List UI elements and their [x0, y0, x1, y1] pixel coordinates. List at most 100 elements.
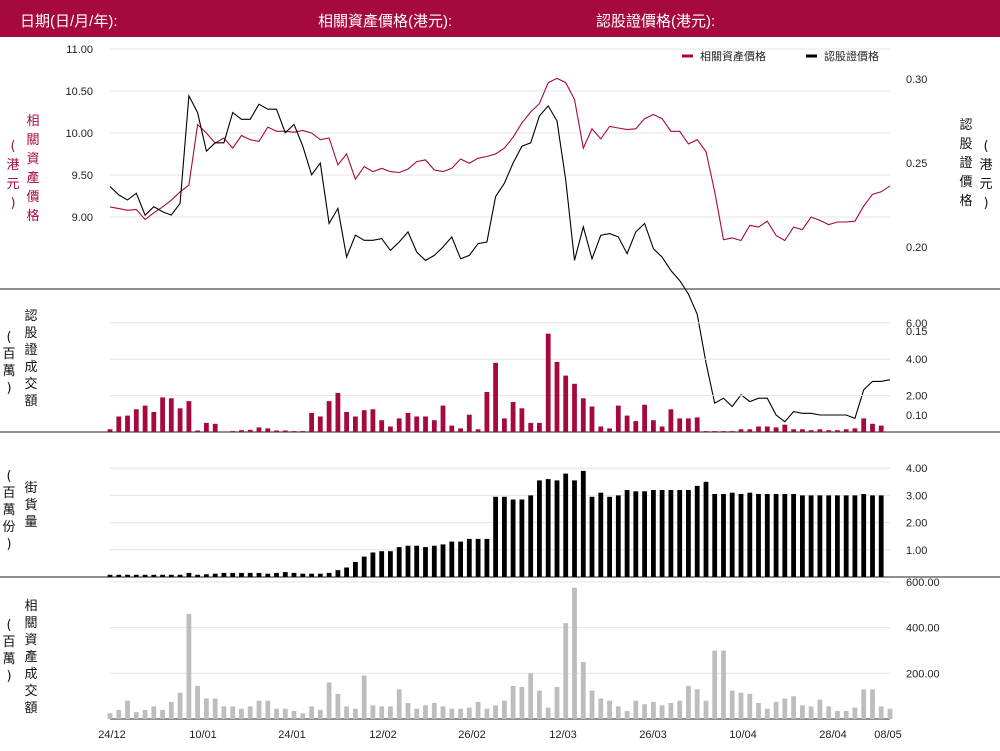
bar — [151, 574, 157, 577]
bar — [764, 494, 770, 577]
bar — [326, 401, 332, 432]
bar — [589, 406, 595, 432]
bar — [344, 706, 349, 719]
bar — [703, 700, 709, 719]
bar — [431, 703, 437, 719]
bar — [133, 712, 139, 719]
bar — [537, 690, 542, 719]
bar — [852, 428, 858, 432]
bar — [764, 426, 770, 432]
bar — [738, 429, 744, 432]
underlying-price-label: 相關資產價格(港元): — [318, 13, 453, 30]
bar — [247, 706, 253, 719]
bar — [747, 693, 753, 719]
y-left-axis-unit: (港元) — [6, 139, 19, 211]
bar — [160, 709, 165, 719]
bar — [764, 708, 770, 719]
bar — [528, 422, 534, 432]
bar — [116, 416, 122, 432]
bar — [572, 480, 577, 577]
bar — [633, 491, 639, 577]
bar — [239, 708, 244, 719]
bar — [712, 650, 718, 719]
bar — [703, 431, 709, 432]
bar — [186, 572, 192, 577]
y-axis-unit-warrant-turnover: (百萬) — [2, 330, 15, 396]
bar — [291, 572, 297, 577]
bar — [651, 490, 656, 577]
bar — [221, 572, 227, 577]
bar — [572, 587, 577, 719]
bar — [502, 418, 507, 432]
bar — [624, 490, 630, 577]
bar — [782, 424, 788, 432]
bar — [712, 494, 718, 577]
bar — [177, 574, 183, 577]
warrant-chart: 11.00 10.50 10.00 9.50 9.00 0.30 0.25 0.20 0.15 0… — [0, 44, 1000, 741]
bar — [335, 392, 341, 432]
bar — [615, 405, 621, 432]
y-left-tick-label: 9.00 — [72, 212, 93, 224]
bar — [282, 708, 288, 719]
bar — [116, 574, 122, 577]
bar — [484, 708, 490, 719]
x-tick-label: 12/03 — [549, 729, 577, 741]
x-tick-label: 26/03 — [639, 729, 667, 741]
bar — [703, 481, 709, 577]
bar — [835, 495, 840, 577]
bar — [256, 572, 262, 577]
bar — [528, 495, 534, 577]
bar — [791, 696, 796, 719]
bar — [160, 574, 165, 577]
bar — [309, 412, 314, 432]
bar — [388, 426, 393, 432]
bar — [379, 706, 385, 719]
bar — [423, 416, 428, 432]
bar — [817, 429, 823, 432]
bar — [142, 574, 148, 577]
bar — [388, 706, 393, 719]
bar — [756, 494, 761, 577]
bar — [256, 700, 262, 719]
x-tick-label: 28/04 — [819, 729, 847, 741]
bar — [212, 698, 218, 719]
bar — [204, 574, 209, 577]
x-tick-label: 24/12 — [98, 729, 126, 741]
bar — [580, 470, 586, 577]
y-tick-label: 4.00 — [906, 463, 927, 475]
bar — [756, 426, 761, 432]
bar — [878, 495, 884, 577]
bar — [624, 711, 630, 719]
bar — [773, 701, 779, 719]
bar — [484, 538, 490, 577]
bar — [300, 573, 306, 577]
bar — [537, 480, 542, 577]
bar — [133, 574, 139, 577]
y-axis-unit-underlying-turnover: (百萬) — [2, 618, 15, 684]
bar — [861, 418, 867, 432]
bar — [852, 707, 858, 719]
bar — [195, 430, 200, 432]
bar — [396, 418, 402, 432]
header-bar: 日期(日/月/年): 相關資產價格(港元): 認股證價格(港元): — [0, 0, 1000, 37]
bar — [335, 570, 341, 577]
bar — [677, 490, 683, 577]
bar — [791, 429, 796, 432]
bar — [466, 538, 472, 577]
bar — [887, 708, 893, 719]
bar — [668, 703, 674, 719]
y-right-tick-label: 0.15 — [906, 326, 927, 338]
bar — [291, 711, 297, 719]
bar — [677, 418, 683, 432]
bar — [817, 495, 823, 577]
bar — [615, 495, 621, 577]
bar — [651, 701, 656, 719]
bar — [589, 496, 595, 577]
bar — [598, 426, 604, 432]
bar — [537, 422, 542, 432]
bar — [274, 708, 279, 719]
bar — [502, 496, 507, 577]
bar — [475, 701, 481, 719]
bar — [651, 420, 656, 432]
bar — [300, 431, 306, 432]
